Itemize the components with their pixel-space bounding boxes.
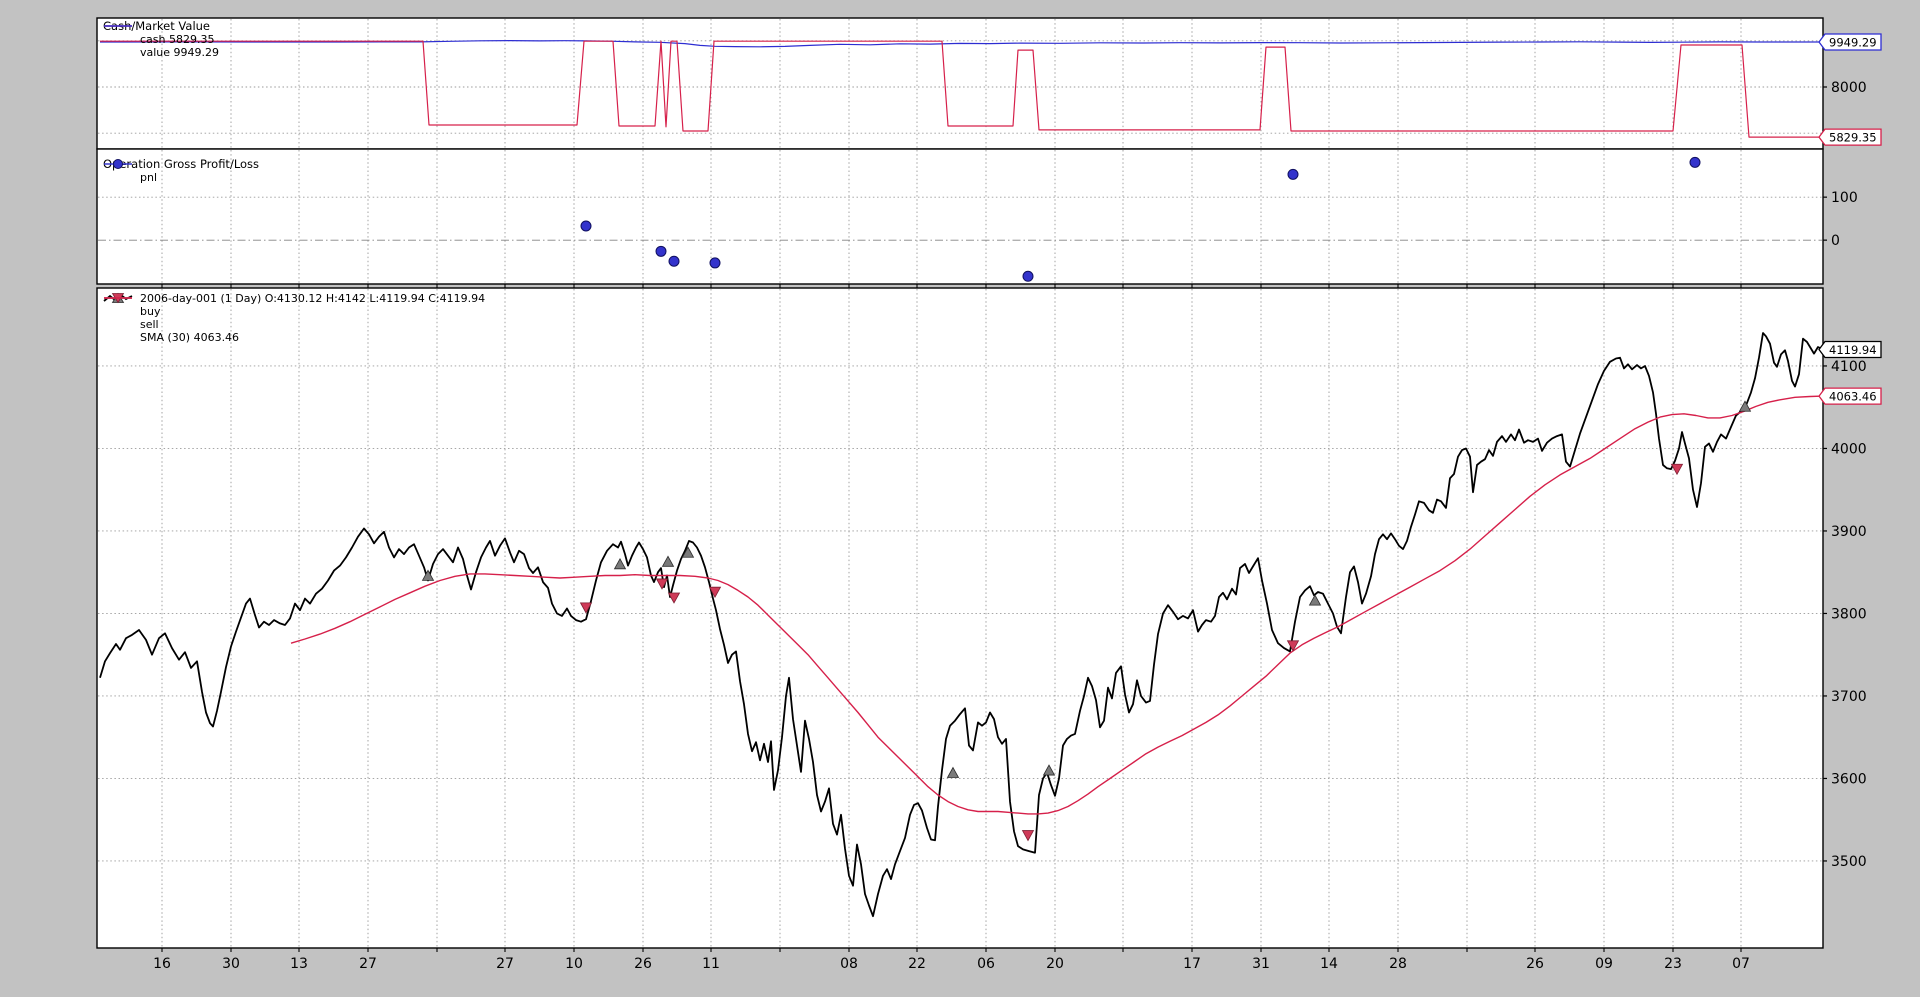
sell-marker bbox=[667, 592, 681, 604]
value-tag-box bbox=[1818, 128, 1882, 146]
buy-marker bbox=[946, 766, 960, 778]
x-tick-label: 27 bbox=[496, 956, 514, 972]
sell-marker bbox=[1286, 640, 1300, 652]
buy-marker bbox=[1738, 400, 1752, 412]
price-value-tag: 4063.46 bbox=[1818, 387, 1882, 405]
right-tick-label: 4000 bbox=[1831, 441, 1867, 457]
panel-cash: 8000 9949.29 5829.35 bbox=[96, 17, 1882, 153]
value-tag-box bbox=[1818, 340, 1882, 359]
buy-marker bbox=[1042, 764, 1056, 776]
right-axis-labels: 4100 4000 3900 3800 3700 3600 3500 bbox=[1823, 359, 1867, 870]
price-value-tag: 4119.94 bbox=[1818, 340, 1882, 359]
x-tick-label: 22 bbox=[908, 956, 926, 972]
vertical-gridlines bbox=[161, 289, 1742, 947]
x-tick-label: 11 bbox=[702, 956, 720, 972]
x-tick-label: 31 bbox=[1252, 956, 1270, 972]
buy-markers bbox=[421, 400, 1752, 778]
pnl-pnl-points bbox=[580, 156, 1701, 282]
x-tick-label: 20 bbox=[1046, 956, 1064, 972]
price-sma30-line bbox=[290, 395, 1823, 815]
right-tick-label: 3500 bbox=[1831, 854, 1867, 870]
sell-marker bbox=[1670, 463, 1684, 476]
x-tick-label: 08 bbox=[840, 956, 858, 972]
sell-marker bbox=[579, 602, 593, 614]
value-tag-text: 9949.29 bbox=[1829, 36, 1877, 50]
value-tag-text: 5829.35 bbox=[1829, 131, 1877, 145]
price-close-line bbox=[99, 332, 1823, 918]
pnl-dot bbox=[1689, 156, 1701, 168]
cash-cash-line bbox=[100, 40, 1823, 138]
x-tick-label: 26 bbox=[634, 956, 652, 972]
x-tick-label: 06 bbox=[977, 956, 995, 972]
buy-marker bbox=[421, 569, 435, 581]
horizontal-gridlines bbox=[98, 365, 1822, 862]
value-tag-text: 4063.46 bbox=[1829, 390, 1877, 404]
right-tick-label: 3800 bbox=[1831, 606, 1867, 622]
value-tag-box bbox=[1818, 33, 1882, 51]
value-tag-box bbox=[1818, 387, 1882, 405]
x-axis-labels: 16 30 13 27 27 10 26 11 08 22 06 20 17 31 14 28 26 09 23 07 bbox=[153, 956, 1750, 972]
bottom-ticks bbox=[161, 948, 1742, 952]
x-tick-label: 26 bbox=[1526, 956, 1544, 972]
vertical-gridlines bbox=[161, 150, 1742, 283]
right-axis-labels: 8000 bbox=[1823, 80, 1867, 96]
x-tick-label: 27 bbox=[359, 956, 377, 972]
pnl-dot bbox=[655, 245, 667, 257]
x-tick-label: 13 bbox=[290, 956, 308, 972]
x-tick-label: 28 bbox=[1389, 956, 1407, 972]
buy-marker bbox=[613, 557, 627, 570]
right-tick-label: 100 bbox=[1831, 190, 1858, 206]
buy-marker bbox=[1308, 594, 1322, 606]
right-tick-label: 4100 bbox=[1831, 359, 1867, 375]
pnl-dot bbox=[1287, 168, 1299, 180]
x-tick-label: 16 bbox=[153, 956, 171, 972]
panel-pnl: 100 0 bbox=[96, 148, 1858, 288]
pnl-dot bbox=[668, 255, 680, 267]
x-tick-label: 10 bbox=[565, 956, 583, 972]
x-tick-label: 23 bbox=[1664, 956, 1682, 972]
panel-cash-bg bbox=[97, 18, 1823, 149]
panel-pnl-bg bbox=[97, 149, 1823, 284]
right-axis-labels: 100 0 bbox=[1823, 190, 1858, 249]
right-tick-label: 0 bbox=[1831, 233, 1840, 249]
horizontal-gridlines bbox=[98, 196, 1822, 241]
pnl-dot bbox=[580, 220, 592, 232]
pnl-dot bbox=[1022, 270, 1034, 282]
panel-pnl-spines bbox=[96, 148, 1824, 285]
sell-marker bbox=[655, 578, 669, 590]
panel-price-bg bbox=[97, 288, 1823, 948]
x-tick-label: 14 bbox=[1320, 956, 1338, 972]
buy-marker bbox=[661, 555, 675, 567]
right-tick-label: 3700 bbox=[1831, 689, 1867, 705]
pnl-dot bbox=[709, 257, 721, 269]
panel-price: 4100 4000 3900 3800 3700 3600 3500 4119.94 4063.… bbox=[96, 287, 1882, 952]
x-tick-label: 17 bbox=[1183, 956, 1201, 972]
value-tag-text: 4119.94 bbox=[1829, 343, 1877, 357]
x-tick-label: 09 bbox=[1595, 956, 1613, 972]
cash-value-tag: 5829.35 bbox=[1818, 128, 1882, 146]
x-tick-label: 30 bbox=[222, 956, 240, 972]
sell-marker bbox=[1021, 830, 1035, 842]
cash-value-tag: 9949.29 bbox=[1818, 33, 1882, 51]
buy-marker bbox=[681, 546, 695, 558]
sell-marker bbox=[708, 586, 722, 599]
sell-markers bbox=[579, 463, 1684, 842]
cash-value-line bbox=[99, 40, 1823, 48]
panel-price-spines bbox=[96, 287, 1824, 949]
right-tick-label: 3600 bbox=[1831, 771, 1867, 787]
right-tick-label: 3900 bbox=[1831, 524, 1867, 540]
x-tick-label: 07 bbox=[1732, 956, 1750, 972]
right-tick-label: 8000 bbox=[1831, 80, 1867, 96]
